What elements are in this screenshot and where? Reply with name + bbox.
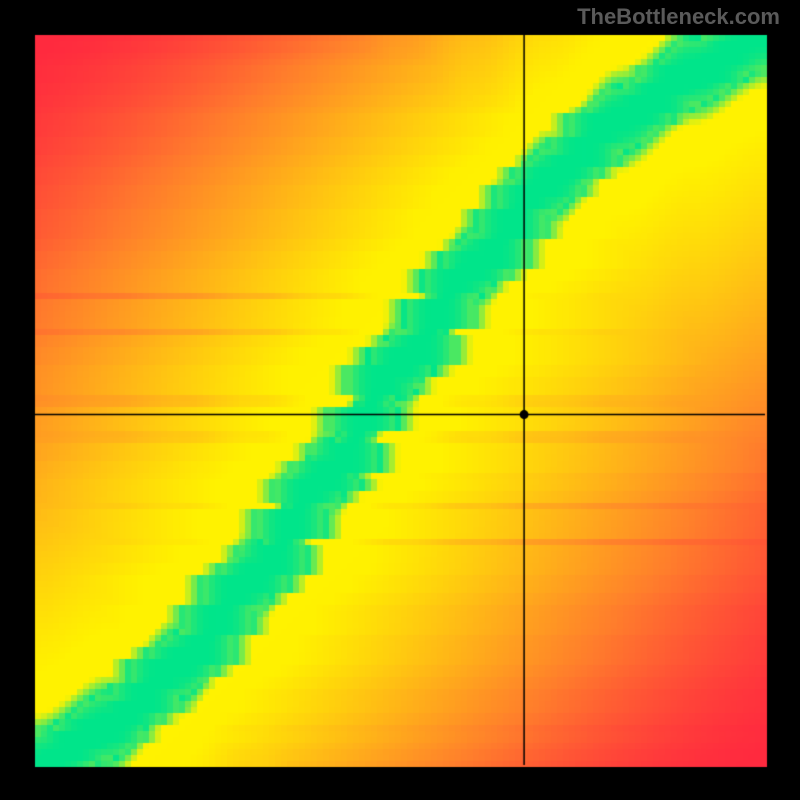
bottleneck-heatmap (0, 0, 800, 800)
chart-container: TheBottleneck.com (0, 0, 800, 800)
watermark-text: TheBottleneck.com (577, 4, 780, 30)
